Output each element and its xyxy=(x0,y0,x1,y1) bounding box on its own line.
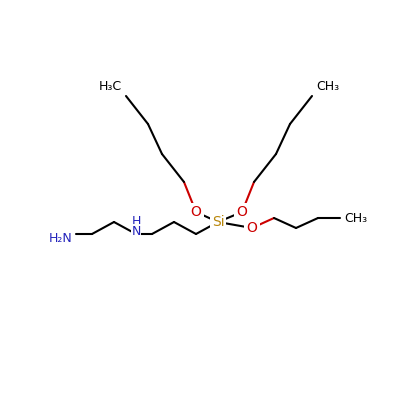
Text: Si: Si xyxy=(212,215,224,229)
Text: N: N xyxy=(131,225,141,238)
Text: H₂N: H₂N xyxy=(48,232,72,244)
Text: O: O xyxy=(190,205,202,219)
Text: H₃C: H₃C xyxy=(99,80,122,93)
Text: CH₃: CH₃ xyxy=(344,212,367,224)
Text: CH₃: CH₃ xyxy=(316,80,339,93)
Text: O: O xyxy=(246,221,258,235)
Text: O: O xyxy=(236,205,248,219)
Text: H: H xyxy=(131,215,141,228)
